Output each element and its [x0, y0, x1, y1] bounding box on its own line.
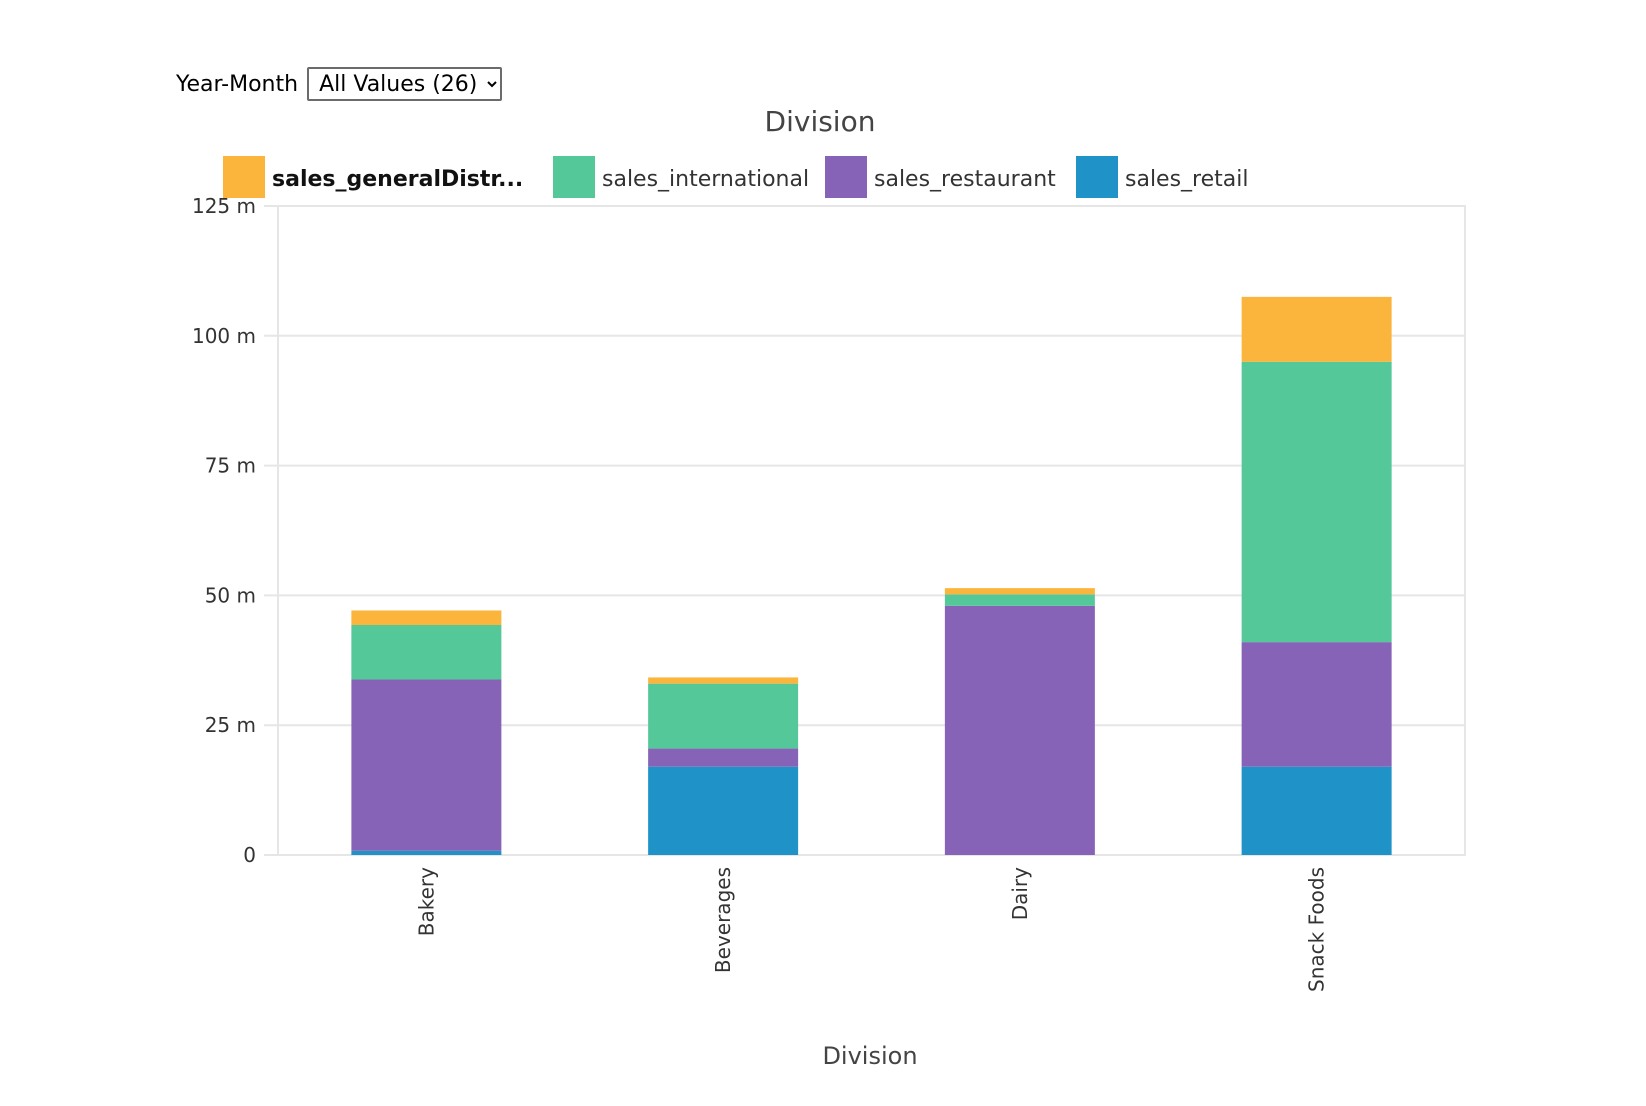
x-tick-label: Snack Foods [1305, 867, 1329, 992]
bar-beverages-sales-international[interactable] [648, 683, 799, 749]
legend-swatch-sales-international[interactable] [553, 156, 595, 198]
y-tick-label: 100 m [192, 324, 256, 348]
bar-dairy-sales-international[interactable] [944, 594, 1095, 606]
x-axis-categories: Bakery Beverages Dairy Snack Foods [414, 867, 1328, 992]
year-month-label: Year-Month [176, 71, 299, 97]
x-tick-label: Beverages [711, 867, 735, 973]
y-tick-label: 75 m [205, 454, 256, 478]
legend-label[interactable]: sales_international [602, 167, 809, 192]
y-tick-label: 50 m [205, 583, 256, 607]
y-axis-ticks: 0 25 m 50 m 75 m 100 m 125 m [192, 194, 256, 867]
bar-dairy-sales-generaldistr[interactable] [944, 588, 1095, 595]
legend-swatch-sales-restaurant[interactable] [825, 156, 867, 198]
legend-swatch-sales-retail[interactable] [1076, 156, 1118, 198]
bar-bakery-sales-international[interactable] [351, 624, 502, 680]
x-tick-label: Dairy [1008, 867, 1032, 920]
y-tick-label: 0 [243, 843, 256, 867]
chart-title: Division [765, 105, 876, 138]
bar-snack-foods-sales-generaldistr[interactable] [1241, 296, 1392, 362]
legend-label[interactable]: sales_restaurant [874, 167, 1056, 192]
bars [351, 296, 1392, 855]
y-tick-label: 25 m [205, 713, 256, 737]
bar-bakery-sales-retail[interactable] [351, 850, 502, 855]
legend-label[interactable]: sales_retail [1125, 167, 1248, 192]
bar-bakery-sales-restaurant[interactable] [351, 679, 502, 851]
bar-snack-foods-sales-restaurant[interactable] [1241, 642, 1392, 767]
year-month-filter: Year-Month All Values (26) [176, 67, 503, 101]
bar-beverages-sales-restaurant[interactable] [648, 748, 799, 767]
bar-snack-foods-sales-retail[interactable] [1241, 766, 1392, 855]
bar-beverages-sales-retail[interactable] [648, 766, 799, 855]
legend-label[interactable]: sales_generalDistr... [272, 167, 523, 192]
legend: sales_generalDistr... sales_international… [223, 156, 1248, 198]
bar-snack-foods-sales-international[interactable] [1241, 361, 1392, 643]
year-month-select[interactable]: All Values (26) [307, 67, 503, 101]
y-tick-label: 125 m [192, 194, 256, 218]
bar-beverages-sales-generaldistr[interactable] [648, 677, 799, 684]
legend-swatch-sales-generaldistr[interactable] [223, 156, 265, 198]
bar-bakery-sales-generaldistr[interactable] [351, 610, 502, 625]
x-axis-title: Division [822, 1042, 917, 1070]
x-tick-label: Bakery [414, 867, 438, 936]
bar-dairy-sales-restaurant[interactable] [944, 605, 1095, 855]
